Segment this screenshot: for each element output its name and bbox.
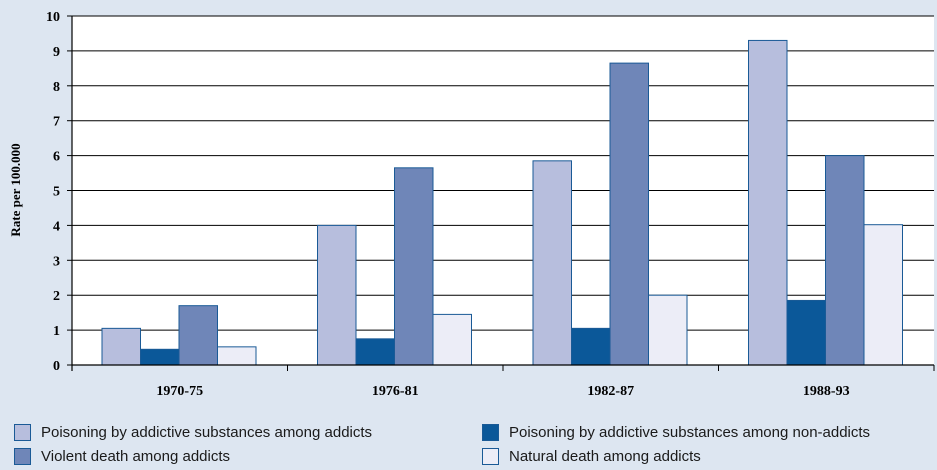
legend-item-poisoning-addicts: Poisoning by addictive substances among … [14,424,372,441]
bar [532,160,572,366]
y-tick-label: 10 [46,10,60,25]
legend-swatch [482,448,499,465]
legend-swatch [14,424,31,441]
bar [101,327,141,366]
y-tick-label: 2 [53,289,60,304]
y-tick-label: 7 [53,115,60,130]
bar [748,39,788,366]
legend-label: Poisoning by addictive substances among … [41,424,373,441]
bar [609,62,649,366]
y-tick-label: 5 [53,185,60,200]
y-tick-label: 0 [53,359,60,374]
x-tick-label: 1988-93 [803,384,850,399]
bar [825,155,865,366]
legend-swatch [14,448,31,465]
axes [67,15,935,371]
x-tick-label: 1970-75 [156,384,203,399]
legend-item-natural-death: Natural death among addicts [482,448,701,465]
legend-label: Violent death among addicts [41,448,231,465]
legend-item-poisoning-non-addicts: Poisoning by addictive substances among … [482,424,870,441]
bar-chart: 0 1 2 3 4 5 6 7 8 9 10 1970-75 1976-81 1982-87 1988-9… [8,10,935,399]
legend: Poisoning by addictive substances among … [14,420,937,470]
legend-label: Poisoning by addictive substances among … [509,424,871,441]
legend-swatch [482,424,499,441]
y-axis-label: Rate per 100.000 [8,143,23,236]
bar [571,327,611,366]
bar [394,167,434,366]
y-tick-label: 8 [53,80,60,95]
bar [648,294,688,366]
legend-item-violent-death: Violent death among addicts [14,448,230,465]
y-tick-label: 1 [53,324,60,339]
x-tick-label: 1982-87 [587,384,634,399]
x-tick-label: 1976-81 [372,384,419,399]
legend-label: Natural death among addicts [509,448,701,465]
y-tick-label: 4 [53,219,60,234]
bar [786,299,826,366]
bar [140,348,180,366]
y-tick-label: 3 [53,254,60,269]
bar [317,224,357,366]
x-tick-labels: 1970-75 1976-81 1982-87 1988-93 [156,384,849,399]
bar [863,224,903,366]
bar [178,305,218,366]
y-tick-labels: 0 1 2 3 4 5 6 7 8 9 10 [46,10,60,374]
y-tick-label: 6 [53,150,60,165]
bar [432,313,472,366]
bar [217,346,257,366]
bars [101,39,903,366]
y-tick-label: 9 [53,45,60,60]
bar [355,338,395,366]
